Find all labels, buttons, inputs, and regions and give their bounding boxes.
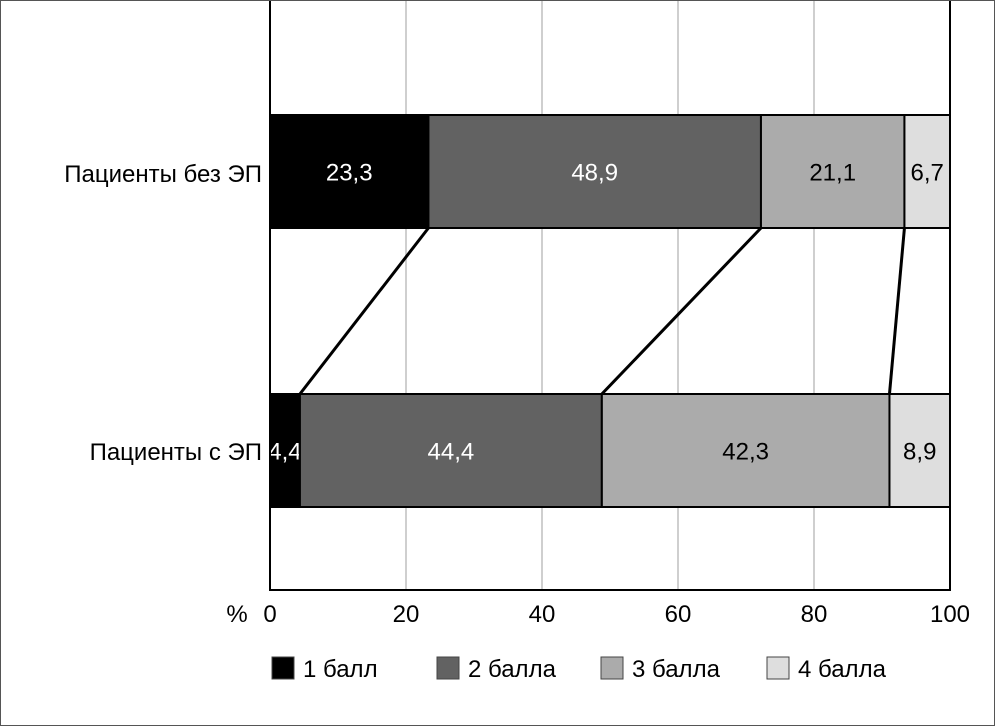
data-label: 21,1 <box>809 160 856 187</box>
x-tick-label: 20 <box>393 601 420 628</box>
x-tick-label: 40 <box>529 601 556 628</box>
x-tick-label: 0 <box>263 601 276 628</box>
bar-segment <box>269 114 430 229</box>
data-label: 4,4 <box>268 439 301 466</box>
data-label: 23,3 <box>326 160 373 187</box>
data-label: 8,9 <box>903 439 936 466</box>
legend-label: 2 балла <box>468 656 557 683</box>
legend-swatch <box>600 656 624 680</box>
connector-line <box>298 227 430 395</box>
x-tick-label: 60 <box>665 601 692 628</box>
bar-segment <box>427 114 762 229</box>
category-label: Пациенты без ЭП <box>64 161 262 188</box>
category-label: Пациенты с ЭП <box>90 439 262 466</box>
bar-segment <box>903 114 952 229</box>
x-axis-label: % <box>226 601 247 628</box>
legend-swatch <box>766 656 790 680</box>
legend-label: 1 балл <box>303 656 378 683</box>
x-tick-label: 80 <box>801 601 828 628</box>
data-label: 42,3 <box>722 439 769 466</box>
x-tick-label: 100 <box>930 601 970 628</box>
data-label: 44,4 <box>428 439 475 466</box>
data-label: 48,9 <box>571 160 618 187</box>
bar-segment <box>759 114 906 229</box>
legend-swatch <box>271 656 295 680</box>
legend-label: 3 балла <box>632 656 721 683</box>
connector-line <box>887 227 906 395</box>
legend-label: 4 балла <box>798 656 887 683</box>
plot-frame <box>269 1 951 591</box>
data-label: 6,7 <box>911 160 944 187</box>
legend-swatch <box>436 656 460 680</box>
bar-segment <box>298 393 603 508</box>
connector-line <box>600 226 763 396</box>
